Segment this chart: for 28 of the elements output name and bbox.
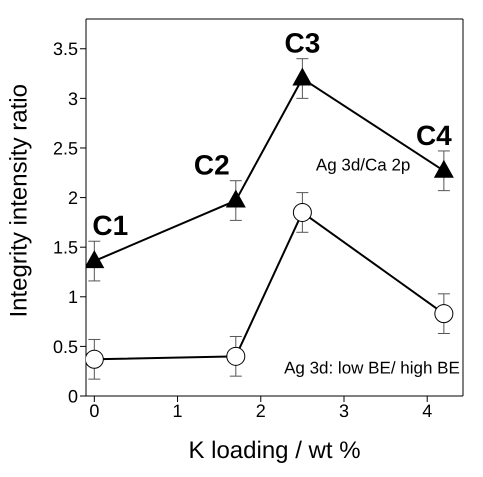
point (434, 304, 454, 324)
x-tick-label: 3 (338, 400, 349, 421)
annotation: C1 (92, 210, 128, 242)
text: Ag 3d: low BE/ high BE (284, 358, 460, 378)
point (292, 202, 312, 222)
x-tick-label: 0 (89, 400, 100, 421)
y-tick-label: 0.5 (52, 336, 78, 357)
series-label: Ag 3d/Ca 2p (316, 156, 410, 175)
y-tick-label: 0 (68, 386, 78, 406)
y-tick-label: 1.5 (52, 238, 78, 258)
point (292, 68, 312, 86)
annotation: C4 (416, 120, 452, 151)
point (434, 160, 454, 178)
y-tick-label: 1 (68, 287, 78, 308)
x-tick-label: 4 (422, 400, 432, 421)
x-tick-label: 1 (172, 400, 183, 421)
y-tick-label: 2.5 (52, 138, 78, 158)
y-tick-label: 3.5 (52, 39, 78, 60)
y-tick-label: 2 (68, 188, 78, 208)
point (226, 190, 246, 208)
y-axis-title: Integrity intensity ratio (6, 84, 33, 318)
annotation: C2 (194, 150, 230, 181)
annotation: C3 (284, 28, 320, 59)
x-tick-label: 2 (256, 400, 266, 421)
y-tick-label: 3 (68, 88, 78, 109)
point (86, 350, 104, 369)
x-axis-title: K loading / wt % (188, 437, 361, 464)
point (226, 346, 246, 366)
